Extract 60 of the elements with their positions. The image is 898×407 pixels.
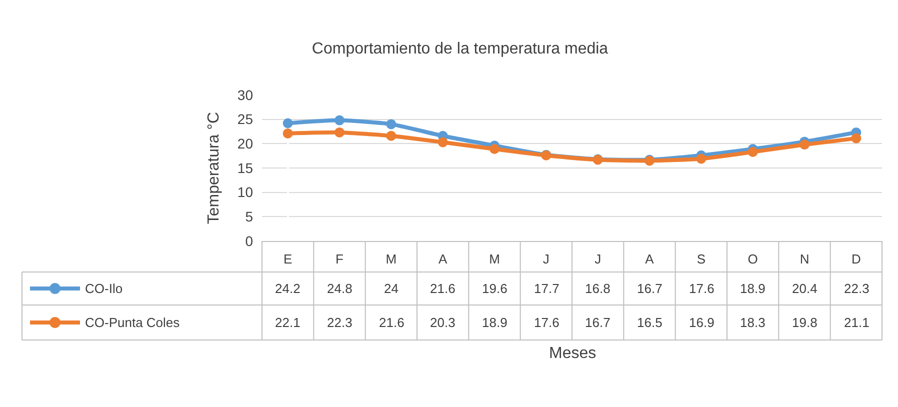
point (748, 146, 758, 157)
point (490, 144, 500, 154)
point (851, 133, 862, 144)
data-label: 16.7 (585, 315, 610, 330)
x-tick-label: A (645, 252, 654, 267)
chart-title: Comportamiento de la temperatura media (312, 40, 608, 58)
x-tick-label: E (283, 252, 292, 267)
data-label: 18.3 (740, 315, 766, 330)
data-label: 24 (384, 281, 398, 296)
data-label: 17.7 (534, 281, 560, 296)
x-tick-label: J (594, 252, 602, 267)
y-axis-title: Temperatura °C (205, 112, 222, 224)
y-tick-label: 20 (237, 136, 254, 152)
data-label: 18.9 (740, 281, 766, 296)
data-label: 21.1 (844, 315, 870, 330)
data-label: 22.3 (844, 281, 870, 296)
data-label: 22.3 (327, 315, 352, 330)
point (334, 115, 344, 126)
text: Meses (549, 345, 596, 362)
y-tick-label: 5 (245, 208, 254, 225)
y-tick-label: 15 (237, 160, 254, 176)
x-tick-label: F (336, 252, 344, 267)
data-label: 24.8 (327, 281, 352, 296)
data-label: 16.5 (637, 315, 662, 330)
point (386, 119, 396, 130)
y-tick-label: 25 (237, 111, 254, 128)
x-tick-label: M (489, 252, 500, 267)
point (282, 118, 293, 128)
point (282, 128, 293, 138)
data-label: 16.9 (689, 315, 714, 330)
x-tick-label: A (438, 252, 448, 267)
legend-label: CO-Ilo (85, 281, 123, 296)
x-tick-label: O (748, 252, 758, 267)
legend-label: CO-Punta Coles (85, 315, 180, 330)
point (438, 137, 448, 148)
data-label: 19.8 (792, 315, 818, 330)
data-label: 19.6 (482, 281, 508, 296)
y-tick-label: 30 (237, 86, 254, 103)
data-label: 17.6 (689, 281, 714, 296)
y-tick-label: 10 (237, 184, 254, 200)
data-label: 20.4 (792, 281, 818, 296)
data-label: 16.7 (637, 281, 662, 296)
data-label: 16.8 (585, 281, 610, 296)
x-tick-label: S (696, 252, 706, 267)
data-label: 24.2 (275, 281, 300, 296)
point (800, 140, 810, 150)
x-tick-label: D (851, 252, 861, 267)
x-tick-label: N (800, 252, 810, 267)
point (334, 127, 344, 138)
point (696, 154, 706, 164)
data-label: 22.1 (275, 315, 300, 330)
x-tick-label: J (542, 252, 550, 267)
data-label: 17.6 (534, 315, 560, 330)
data-label: 21.6 (379, 315, 404, 330)
data-label: 21.6 (430, 281, 456, 296)
point (386, 130, 396, 141)
x-tick-label: M (386, 252, 397, 267)
data-label: 20.3 (430, 315, 456, 330)
y-tick-label: 0 (245, 232, 254, 249)
data-label: 18.9 (482, 315, 508, 330)
